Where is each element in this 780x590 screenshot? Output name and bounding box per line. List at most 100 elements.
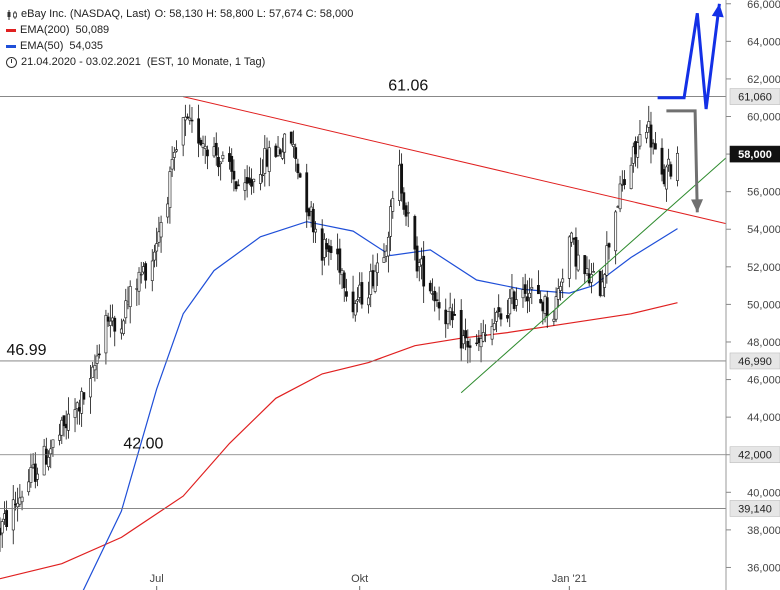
- trendline-layer: [183, 96, 727, 394]
- candle-body: [27, 481, 31, 493]
- candle-body: [431, 293, 434, 295]
- candle-body: [651, 142, 655, 145]
- candle-body: [292, 144, 295, 147]
- candle-body: [245, 177, 249, 184]
- candle-body: [276, 146, 280, 156]
- candle-body: [234, 181, 238, 190]
- level-price-badge-bg: [729, 446, 780, 464]
- candle-body: [618, 183, 622, 210]
- level-price-badge-bg: [729, 88, 780, 105]
- candle-body: [252, 178, 256, 183]
- candle-body: [250, 179, 253, 187]
- candle-body: [219, 161, 223, 165]
- candle-body: [468, 345, 472, 348]
- candle-body: [11, 499, 15, 531]
- candle-body: [206, 149, 209, 157]
- level-annotation: 61.06: [388, 78, 428, 95]
- candle-body: [119, 328, 123, 334]
- level-annotation: 46.99: [6, 342, 46, 359]
- candle-body: [82, 392, 86, 400]
- candle-body: [89, 378, 92, 398]
- legend-ema50-row: EMA(50) 54,035: [6, 38, 353, 54]
- legend-period-info: (EST, 10 Monate, 1 Tag): [146, 56, 266, 68]
- candle-body: [311, 208, 315, 233]
- legend-period: 21.04.2020 - 03.02.2021: [21, 56, 141, 68]
- candle-body: [420, 258, 423, 266]
- candle-body: [124, 300, 128, 319]
- candle-body: [51, 439, 55, 448]
- ema200-layer: [0, 302, 678, 580]
- candle-body: [170, 159, 174, 170]
- candle-body: [135, 288, 139, 290]
- candle-body: [33, 463, 37, 482]
- candle-body: [433, 290, 437, 302]
- candle-body: [18, 497, 22, 505]
- candles-layer: [0, 104, 679, 552]
- candle-body: [265, 149, 269, 167]
- candle-body: [422, 255, 426, 287]
- candle-body: [561, 278, 565, 283]
- candle-body: [283, 133, 287, 153]
- candle-body: [634, 141, 637, 155]
- level-price-badge: 46,990: [738, 356, 772, 368]
- candle-body: [60, 419, 64, 436]
- candle-body: [415, 245, 419, 272]
- candle-body: [631, 146, 635, 164]
- candle-body: [42, 445, 46, 476]
- candle-body: [3, 513, 6, 520]
- candle-body: [428, 282, 432, 292]
- candle-body: [214, 142, 218, 156]
- candle-body: [16, 502, 20, 508]
- candle-body: [512, 291, 516, 309]
- candle-body: [281, 151, 284, 159]
- x-tick-label: Jul: [150, 573, 164, 585]
- candle-body: [616, 206, 620, 208]
- candle-body: [446, 311, 450, 325]
- candle-body: [58, 434, 61, 441]
- candle-body: [660, 147, 664, 175]
- candle-body: [157, 231, 161, 243]
- candle-body: [583, 255, 587, 275]
- candle-body: [289, 131, 293, 144]
- candle-body: [201, 143, 205, 148]
- candle-body: [477, 337, 481, 343]
- candle-body: [80, 391, 84, 414]
- candle-body: [375, 262, 379, 273]
- candle-body: [369, 271, 373, 295]
- candle-body: [126, 301, 130, 305]
- y-tick-label: 52,000: [747, 262, 780, 274]
- candle-body: [499, 313, 503, 320]
- candle-body: [199, 139, 203, 145]
- y-tick-label: 36,000: [747, 562, 780, 574]
- candle-body: [497, 307, 501, 313]
- candle-body: [623, 179, 626, 185]
- candle-body: [305, 172, 309, 213]
- candle-body: [382, 257, 386, 263]
- legend-ema50-label: EMA(50): [20, 40, 64, 52]
- ema50-line: [82, 221, 678, 590]
- candle-body: [462, 335, 465, 345]
- candle-body: [47, 456, 50, 468]
- candle-body: [190, 119, 194, 122]
- candle-body: [389, 206, 392, 237]
- candle-body: [459, 310, 463, 349]
- candle-body: [404, 205, 408, 217]
- candle-body: [576, 254, 580, 271]
- y-tick-label: 38,000: [747, 525, 780, 537]
- candle-body: [329, 246, 333, 253]
- candle-body: [662, 169, 666, 185]
- legend-ema200-row: EMA(200) 50,089: [6, 22, 353, 38]
- level-price-badge-bg: [729, 352, 780, 370]
- candle-body: [186, 116, 189, 118]
- legend-ema200-label: EMA(200): [20, 24, 70, 36]
- candle-body: [183, 116, 187, 121]
- candle-body: [243, 182, 247, 191]
- candle-body: [128, 286, 132, 308]
- candle-body: [402, 192, 406, 210]
- candle-body: [203, 146, 207, 149]
- candle-body: [360, 282, 364, 305]
- level-annotation: 42.00: [123, 436, 163, 453]
- candle-body: [592, 271, 595, 273]
- candle-body: [153, 251, 156, 261]
